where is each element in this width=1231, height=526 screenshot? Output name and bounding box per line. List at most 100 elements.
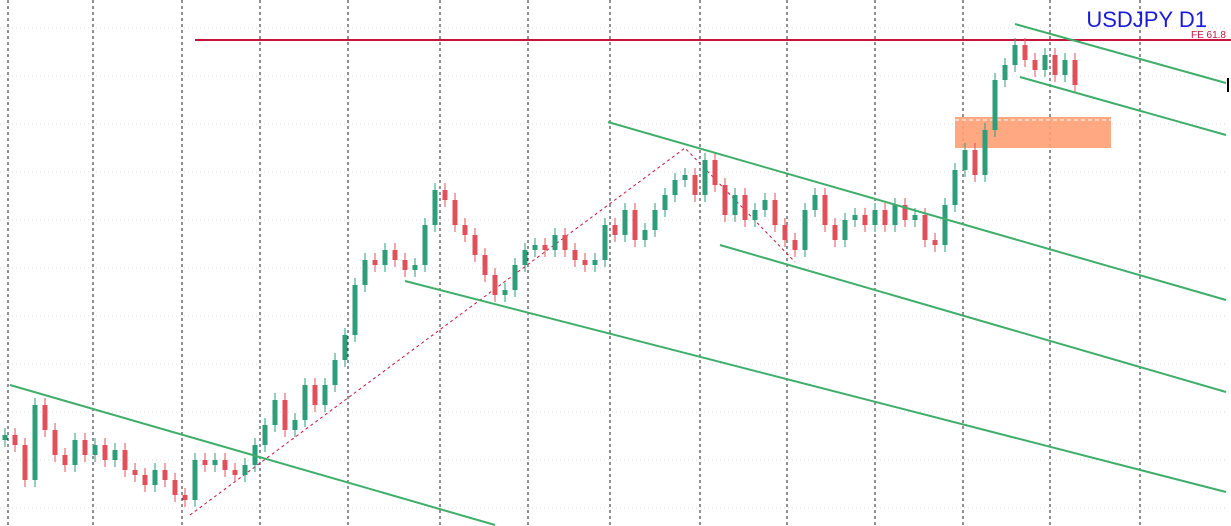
candle-body bbox=[602, 225, 608, 260]
candle-body bbox=[272, 400, 278, 425]
candle-body bbox=[322, 385, 328, 405]
candle-body bbox=[162, 470, 168, 480]
candle-body bbox=[372, 260, 378, 265]
candle-body bbox=[112, 450, 118, 460]
candle-body bbox=[42, 405, 48, 430]
trend-lines bbox=[9, 23, 1227, 526]
candle-body bbox=[492, 275, 498, 295]
candle-body bbox=[302, 385, 308, 420]
candle-body bbox=[432, 190, 438, 225]
candle-body bbox=[1062, 60, 1068, 75]
candle-body bbox=[1042, 55, 1048, 70]
candle-body bbox=[172, 480, 178, 495]
candle-body bbox=[2, 435, 8, 440]
candle-body bbox=[152, 470, 158, 485]
candle-body bbox=[392, 250, 398, 260]
candle-body bbox=[52, 430, 58, 455]
candle-body bbox=[72, 440, 78, 465]
candle-body bbox=[32, 405, 38, 480]
candle-body bbox=[932, 240, 938, 245]
candle-body bbox=[182, 495, 188, 500]
candle-body bbox=[802, 210, 808, 250]
candle-body bbox=[1012, 45, 1018, 65]
candle-body bbox=[1022, 45, 1028, 60]
candle-body bbox=[572, 250, 578, 260]
candle-body bbox=[102, 445, 108, 460]
candle-body bbox=[342, 335, 348, 360]
candle-body bbox=[502, 290, 508, 295]
candle-body bbox=[332, 360, 338, 385]
candle-body bbox=[132, 470, 138, 475]
candle-body bbox=[422, 225, 428, 265]
candle-body bbox=[412, 265, 418, 270]
candle-body bbox=[352, 285, 358, 335]
candle-body bbox=[632, 210, 638, 240]
candle-body bbox=[292, 420, 298, 430]
candle-body bbox=[282, 400, 288, 430]
candle-body bbox=[1052, 55, 1058, 75]
chart-title: USDJPY D1 bbox=[1086, 7, 1207, 32]
candle-body bbox=[832, 225, 838, 240]
vertical-grid bbox=[7, 0, 1141, 526]
candle-body bbox=[642, 230, 648, 240]
candle-body bbox=[222, 460, 228, 470]
candle-body bbox=[202, 460, 208, 465]
candle-body bbox=[562, 235, 568, 250]
candle-body bbox=[232, 470, 238, 475]
candle-body bbox=[732, 195, 738, 215]
candle-body bbox=[462, 225, 468, 235]
candle-body bbox=[1032, 60, 1038, 70]
candle-body bbox=[882, 210, 888, 225]
candle-body bbox=[192, 460, 198, 500]
candle-body bbox=[402, 260, 408, 270]
candle-body bbox=[262, 425, 268, 445]
candle-body bbox=[242, 465, 248, 475]
candle-body bbox=[852, 215, 858, 220]
candle-body bbox=[442, 190, 448, 200]
candle-body bbox=[122, 450, 128, 470]
candle-body bbox=[962, 150, 968, 170]
candle-body bbox=[972, 150, 978, 175]
candles bbox=[2, 38, 1078, 507]
candle-body bbox=[622, 210, 628, 235]
candle-body bbox=[1002, 65, 1008, 80]
candle-body bbox=[822, 195, 828, 225]
candle-body bbox=[592, 260, 598, 265]
candle-body bbox=[762, 200, 768, 210]
candle-body bbox=[782, 225, 788, 240]
candle-body bbox=[472, 235, 478, 255]
fibo-expansion bbox=[189, 147, 796, 516]
candle-body bbox=[522, 250, 528, 265]
candle-body bbox=[212, 460, 218, 465]
candle-body bbox=[312, 385, 318, 405]
candle-body bbox=[942, 205, 948, 245]
candle-body bbox=[712, 160, 718, 185]
candle-body bbox=[552, 235, 558, 250]
candle-body bbox=[542, 245, 548, 250]
candle-body bbox=[382, 250, 388, 265]
candle-body bbox=[92, 445, 98, 455]
candle-body bbox=[682, 175, 688, 180]
candle-body bbox=[142, 475, 148, 485]
candle-body bbox=[902, 205, 908, 220]
candle-body bbox=[12, 435, 18, 445]
zone bbox=[955, 117, 1111, 148]
candle-body bbox=[692, 175, 698, 195]
candle-body bbox=[912, 215, 918, 220]
candle-body bbox=[772, 200, 778, 225]
candle-body bbox=[652, 210, 658, 230]
candle-body bbox=[922, 215, 928, 240]
fe-label: FE 61.8 bbox=[1191, 30, 1226, 41]
candle-body bbox=[892, 205, 898, 225]
candle-body bbox=[872, 210, 878, 225]
candle-body bbox=[452, 200, 458, 225]
candle-body bbox=[1072, 60, 1078, 85]
candle-body bbox=[752, 210, 758, 220]
candle-body bbox=[62, 455, 68, 465]
candle-body bbox=[662, 195, 668, 210]
candle-body bbox=[512, 265, 518, 290]
candle-body bbox=[862, 215, 868, 225]
candle-body bbox=[22, 445, 28, 480]
